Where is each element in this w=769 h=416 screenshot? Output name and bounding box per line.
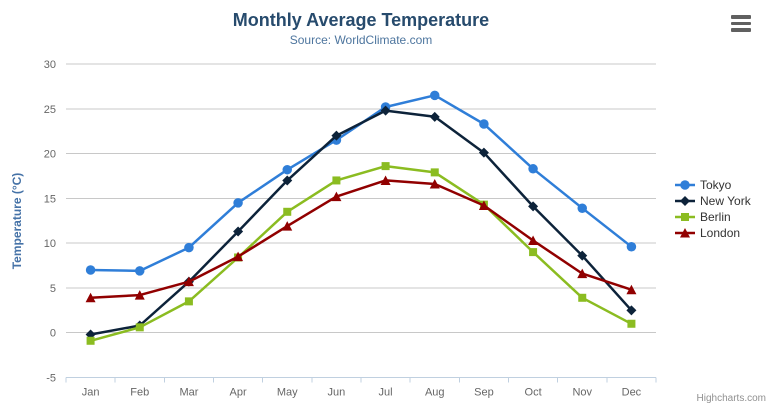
series-line xyxy=(89,94,633,273)
y-tick-label: 0 xyxy=(50,328,56,340)
square-marker-icon xyxy=(86,336,95,345)
legend-item-tokyo[interactable]: Tokyo xyxy=(674,177,751,193)
x-tick-label: Oct xyxy=(525,387,542,399)
triangle-marker-icon xyxy=(626,284,637,295)
y-tick-label: -5 xyxy=(46,373,56,385)
series-london[interactable] xyxy=(85,175,637,303)
circle-marker-icon xyxy=(680,180,690,190)
triangle-marker-icon xyxy=(478,200,489,211)
diamond-legend-symbol-icon xyxy=(675,196,695,206)
circle-marker-icon xyxy=(626,241,637,252)
diamond-marker-icon xyxy=(233,226,244,237)
circle-marker-icon xyxy=(479,119,489,129)
legend-label: London xyxy=(700,226,741,240)
export-menu-button[interactable] xyxy=(727,11,755,36)
square-legend-symbol-icon xyxy=(675,213,695,221)
chart-subtitle: Source: WorldClimate.com xyxy=(289,33,433,47)
x-tick-label: Feb xyxy=(130,387,149,399)
hamburger-icon xyxy=(731,15,751,32)
y-tick-label: 30 xyxy=(44,59,56,71)
diamond-marker-icon xyxy=(577,250,588,261)
x-tick-label: Dec xyxy=(622,387,642,399)
square-marker-icon xyxy=(184,297,193,306)
square-marker-icon xyxy=(283,207,292,216)
triangle-marker-icon xyxy=(577,268,588,279)
legend-item-new-york[interactable]: New York xyxy=(674,193,751,209)
square-marker-icon xyxy=(135,323,144,332)
y-tick-label: 20 xyxy=(44,149,56,161)
y-axis-title: Temperature (°C) xyxy=(10,172,24,270)
legend-label: Berlin xyxy=(700,210,731,224)
square-marker-icon xyxy=(578,293,587,302)
circle-marker-icon xyxy=(430,90,440,101)
y-tick-label: 10 xyxy=(44,238,56,250)
triangle-legend-symbol-icon xyxy=(675,228,695,238)
legend: Tokyo New York Berlin London xyxy=(674,177,751,241)
square-marker-icon xyxy=(529,248,538,257)
series-new-york[interactable] xyxy=(85,105,637,340)
credits-link[interactable]: Highcharts.com xyxy=(696,393,766,404)
x-tick-label: Aug xyxy=(425,387,445,399)
series-line xyxy=(89,109,633,336)
legend-item-berlin[interactable]: Berlin xyxy=(674,209,751,225)
circle-marker-icon xyxy=(85,265,96,275)
circle-marker-icon xyxy=(282,164,292,175)
x-tick-label: Jan xyxy=(82,387,100,399)
triangle-marker-icon xyxy=(680,228,690,238)
diamond-marker-icon xyxy=(282,175,293,186)
y-tick-label: 25 xyxy=(44,104,56,116)
triangle-marker-icon xyxy=(85,292,96,303)
square-marker-icon xyxy=(381,162,390,171)
triangle-marker-icon xyxy=(380,175,391,185)
x-tick-label: Sep xyxy=(474,387,494,399)
x-tick-label: Apr xyxy=(230,387,247,399)
series-line xyxy=(89,164,633,343)
chart-title: Monthly Average Temperature xyxy=(232,10,490,30)
circle-marker-icon xyxy=(233,198,243,208)
circle-legend-symbol-icon xyxy=(675,180,695,190)
triangle-marker-icon xyxy=(528,235,539,245)
x-tick-label: Jun xyxy=(328,387,346,399)
triangle-marker-icon xyxy=(233,251,244,262)
x-tick-label: May xyxy=(277,387,298,399)
triangle-marker-icon xyxy=(331,191,342,202)
square-marker-icon xyxy=(430,168,439,177)
circle-marker-icon xyxy=(528,164,538,174)
y-tick-label: 5 xyxy=(50,283,56,295)
circle-marker-icon xyxy=(577,203,587,213)
legend-label: Tokyo xyxy=(700,178,732,192)
y-tick-label: 15 xyxy=(44,193,56,205)
diamond-marker-icon xyxy=(331,130,342,141)
diamond-marker-icon xyxy=(528,201,539,212)
diamond-marker-icon xyxy=(478,147,489,158)
x-tick-label: Mar xyxy=(179,387,198,399)
triangle-marker-icon xyxy=(134,290,145,300)
square-marker-icon xyxy=(681,213,689,221)
diamond-marker-icon xyxy=(380,105,391,116)
x-tick-label: Nov xyxy=(572,387,592,399)
diamond-marker-icon xyxy=(680,196,690,206)
square-marker-icon xyxy=(627,319,636,328)
series-tokyo[interactable] xyxy=(85,90,637,276)
triangle-marker-icon xyxy=(183,276,194,287)
circle-marker-icon xyxy=(184,242,194,253)
diamond-marker-icon xyxy=(626,305,637,316)
legend-item-london[interactable]: London xyxy=(674,225,751,241)
square-marker-icon xyxy=(332,176,341,185)
triangle-marker-icon xyxy=(429,179,440,189)
legend-label: New York xyxy=(700,194,751,208)
circle-marker-icon xyxy=(135,266,145,276)
series-line xyxy=(89,179,633,300)
triangle-marker-icon xyxy=(282,221,293,231)
diamond-marker-icon xyxy=(429,111,440,122)
x-tick-label: Jul xyxy=(379,387,393,399)
